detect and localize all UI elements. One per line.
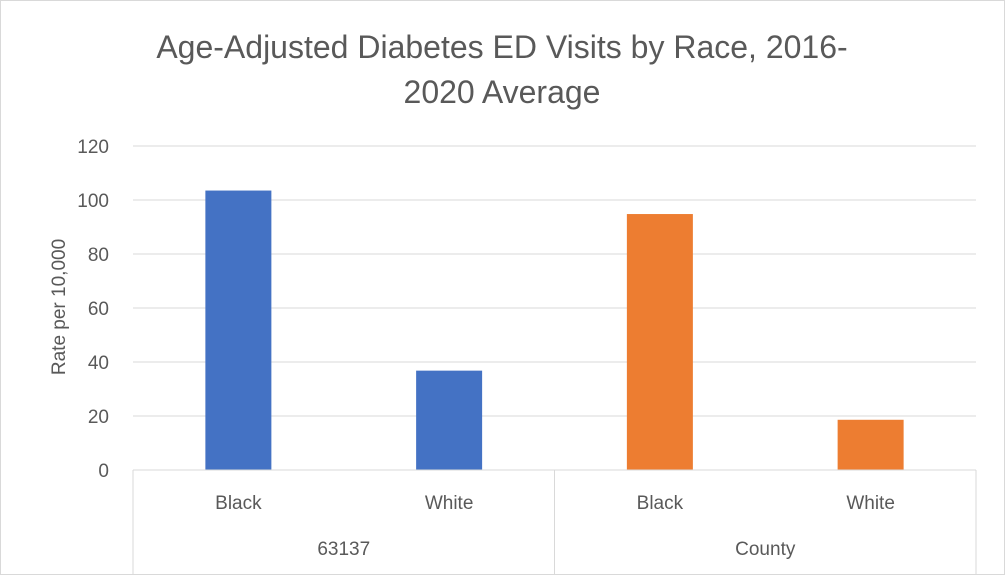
y-tick-label: 80 <box>88 245 109 266</box>
y-axis-label: Rate per 10,000 <box>49 239 70 375</box>
bars <box>205 190 904 471</box>
x-category-label: Black <box>637 493 684 514</box>
x-category-label: Black <box>215 493 262 514</box>
x-group-label: County <box>735 539 796 560</box>
y-tick-labels: 0 20 40 60 80 100 120 <box>77 137 109 482</box>
y-tick-label: 60 <box>88 299 109 320</box>
gridlines <box>133 145 976 417</box>
y-tick-label: 120 <box>77 137 109 158</box>
y-tick-label: 0 <box>98 461 109 482</box>
bar <box>416 370 483 470</box>
x-axis: Black White 63137 Black White County <box>132 469 977 574</box>
bar <box>837 419 904 470</box>
chart-title-line-1: Age-Adjusted Diabetes ED Visits by Race,… <box>156 29 847 65</box>
bar <box>205 190 272 471</box>
x-category-label: White <box>846 493 895 514</box>
y-tick-label: 40 <box>88 353 109 374</box>
chart-title-line-2: 2020 Average <box>404 74 601 110</box>
y-tick-label: 20 <box>88 407 109 428</box>
bar <box>626 214 693 470</box>
x-category-label: White <box>425 493 474 514</box>
y-tick-label: 100 <box>77 191 109 212</box>
x-group-label: 63137 <box>317 539 370 560</box>
